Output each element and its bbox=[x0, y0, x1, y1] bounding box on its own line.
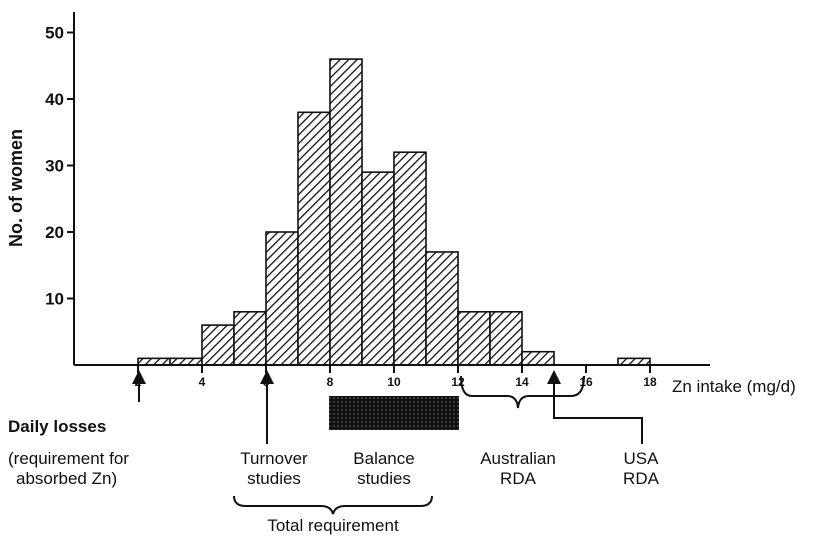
usa-rda-label-1: USA bbox=[624, 449, 660, 468]
turnover-label-1: Turnover bbox=[240, 449, 308, 468]
x-axis-label: Zn intake (mg/d) bbox=[672, 377, 796, 396]
histogram-bar bbox=[393, 151, 427, 366]
y-tick-label: 50 bbox=[45, 24, 64, 43]
turnover-arrow-icon bbox=[260, 370, 274, 384]
histogram-bar bbox=[489, 310, 523, 366]
turnover-label-2: studies bbox=[247, 469, 301, 488]
x-tick-label: 10 bbox=[387, 375, 401, 389]
x-tick-label: 18 bbox=[643, 375, 657, 389]
daily-losses-annotation: Daily losses (requirement for absorbed Z… bbox=[8, 370, 146, 488]
y-axis-ticks: 10 20 30 40 50 bbox=[45, 24, 74, 309]
x-tick-label: 14 bbox=[515, 375, 529, 389]
y-tick-label: 30 bbox=[45, 157, 64, 176]
total-requirement-brace bbox=[233, 495, 433, 515]
histogram-bar bbox=[457, 310, 491, 366]
daily-losses-label-2: (requirement for bbox=[8, 449, 129, 468]
y-tick-label: 10 bbox=[45, 290, 64, 309]
histogram-bar bbox=[521, 350, 555, 366]
x-tick-label: 16 bbox=[579, 375, 593, 389]
histogram-bar bbox=[425, 251, 459, 366]
histogram-bars bbox=[137, 58, 651, 366]
y-axis-label: No. of women bbox=[6, 129, 26, 247]
balance-label-2: studies bbox=[357, 469, 411, 488]
histogram-bar bbox=[297, 111, 331, 366]
daily-losses-arrow-icon bbox=[132, 370, 146, 384]
australian-rda-brace bbox=[460, 375, 585, 409]
x-tick-label: 4 bbox=[199, 375, 206, 389]
x-tick-label: 8 bbox=[327, 375, 334, 389]
turnover-annotation: Turnover studies bbox=[240, 370, 308, 488]
balance-label-1: Balance bbox=[353, 449, 414, 468]
x-axis-ticks: 24681012141618 bbox=[135, 365, 657, 389]
histogram-bar bbox=[201, 324, 235, 366]
usa-rda-leader-line bbox=[553, 372, 643, 444]
daily-losses-label-1: Daily losses bbox=[8, 417, 106, 436]
histogram-bar bbox=[329, 58, 363, 366]
daily-losses-label-3: absorbed Zn) bbox=[16, 469, 117, 488]
y-tick-label: 40 bbox=[45, 90, 64, 109]
histogram-bar bbox=[361, 171, 395, 366]
usa-rda-arrow-icon bbox=[547, 370, 561, 384]
balance-studies-band bbox=[329, 396, 459, 430]
australian-rda-label-2: RDA bbox=[500, 469, 537, 488]
histogram-bar bbox=[265, 231, 299, 366]
australian-rda-label-1: Australian bbox=[480, 449, 556, 468]
usa-rda-label-2: RDA bbox=[623, 469, 660, 488]
histogram-bar bbox=[233, 310, 267, 366]
y-tick-label: 20 bbox=[45, 223, 64, 242]
usa-rda-annotation: USA RDA bbox=[547, 370, 660, 488]
total-requirement-label: Total requirement bbox=[267, 516, 399, 535]
